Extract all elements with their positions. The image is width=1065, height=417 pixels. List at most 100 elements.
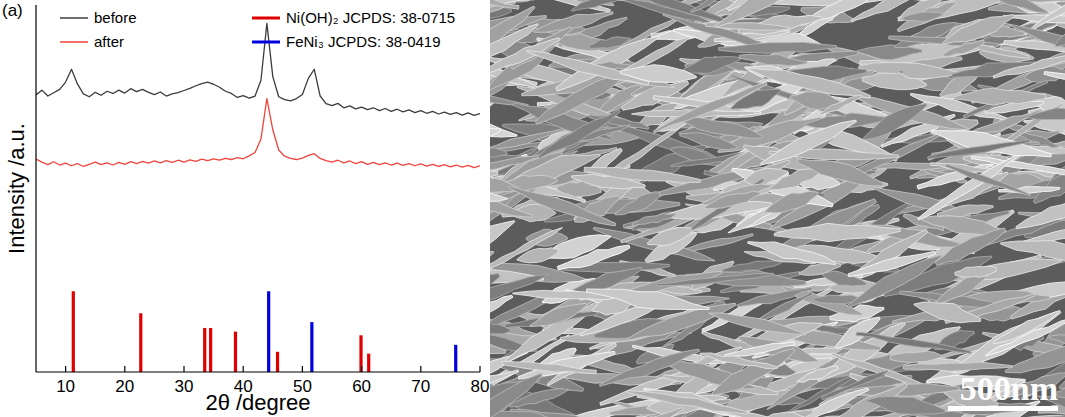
x-tick-label: 30 (175, 377, 194, 396)
sem-flake (528, 298, 589, 332)
sem-flake (708, 307, 807, 339)
sem-flake (490, 267, 503, 317)
reference-stick (234, 332, 237, 372)
sem-flake (865, 391, 946, 417)
sem-flake (930, 122, 1053, 165)
sem-flake (1048, 330, 1065, 356)
sem-flake (490, 0, 519, 11)
sem-flake (1041, 414, 1065, 417)
reference-stick (359, 335, 362, 372)
sem-flake (585, 281, 710, 318)
sem-flake (490, 319, 511, 338)
x-tick-label: 70 (411, 377, 430, 396)
sem-flake (532, 6, 614, 38)
sem-flake (862, 70, 928, 92)
reference-stick (139, 313, 142, 372)
figure: 10203040506070802θ /degreeIntensity /a.u… (0, 0, 1065, 417)
sem-flake (954, 264, 997, 279)
sem-flake (991, 308, 1060, 348)
x-tick (302, 366, 303, 372)
sem-flake (556, 411, 612, 417)
legend-swatch (252, 41, 280, 44)
sem-flake (557, 180, 602, 198)
sem-flake (536, 107, 624, 163)
reference-stick (209, 328, 212, 372)
x-tick-label: 20 (115, 377, 134, 396)
reference-stick (454, 345, 457, 372)
plot-area (36, 23, 480, 372)
sem-flake (796, 151, 886, 191)
reference-stick (203, 328, 206, 372)
sem-flake (1044, 68, 1065, 90)
sem-flake (902, 10, 944, 24)
reference-stick (72, 291, 75, 372)
sem-flake (736, 284, 813, 311)
panel-label: (a) (2, 1, 23, 20)
sem-flake (490, 327, 507, 359)
sem-flake (1014, 190, 1065, 235)
reference-stick (267, 291, 270, 372)
reference-stick (276, 352, 279, 372)
sem-flake (945, 163, 1032, 199)
sem-image (490, 0, 1065, 417)
sem-flake (704, 187, 764, 212)
sem-flake (598, 345, 702, 392)
sem-flake (490, 176, 519, 195)
sem-flake (774, 221, 900, 243)
sem-flake (1039, 412, 1065, 417)
xrd-curve (36, 99, 480, 168)
sem-flake (490, 368, 546, 417)
x-tick (124, 366, 125, 372)
sem-flake (819, 93, 863, 117)
sem-flake (765, 410, 813, 417)
sem-flake (940, 8, 1017, 51)
x-tick (65, 366, 66, 372)
legend-swatch (252, 17, 280, 20)
sem-flake (954, 88, 1046, 105)
sem-flake (502, 359, 597, 376)
x-axis (36, 371, 480, 372)
sem-flake (620, 62, 697, 85)
sem-flake (490, 187, 508, 203)
sem-flake (859, 96, 930, 145)
sem-flake (961, 0, 1050, 18)
sem-flake (984, 314, 1065, 359)
sem-flake (746, 236, 837, 271)
x-tick (361, 366, 362, 372)
legend: beforeafterNi(OH)₂ JCPDS: 38-0715FeNi₃ J… (60, 9, 455, 50)
y-axis (35, 5, 36, 372)
sem-background (490, 0, 1065, 417)
reference-stick (367, 354, 370, 372)
sem-flake (622, 0, 711, 26)
sem-flake (490, 245, 495, 276)
sem-flake (927, 138, 1030, 162)
x-tick (183, 366, 184, 372)
x-tick (420, 366, 421, 372)
sem-flake (656, 272, 774, 289)
legend-label: after (94, 33, 124, 50)
sem-flake (856, 331, 972, 356)
sem-flake (490, 148, 507, 158)
sem-flake (556, 241, 631, 275)
sem-flake (1056, 19, 1065, 45)
sem-flake (1027, 105, 1065, 122)
sem-flake (739, 51, 808, 69)
sem-flake (652, 79, 769, 135)
sem-flake (586, 405, 685, 417)
sem-flake (992, 50, 1065, 80)
xrd-curve (36, 23, 480, 115)
legend-label: FeNi₃ JCPDS: 38-0419 (286, 33, 441, 50)
x-tick-label: 60 (352, 377, 371, 396)
sem-flake (584, 164, 701, 186)
sem-flake (895, 0, 959, 35)
x-tick-label: 80 (471, 377, 490, 396)
scale-bar-label: 500nm (960, 370, 1058, 407)
sem-flake (490, 168, 498, 182)
sem-flake (490, 214, 519, 272)
sem-flake (912, 295, 983, 328)
sem-flake (762, 185, 820, 218)
sem-flake (631, 210, 676, 228)
sem-flake (719, 41, 837, 54)
sem-flake (699, 350, 778, 372)
sem-flake (712, 0, 815, 35)
